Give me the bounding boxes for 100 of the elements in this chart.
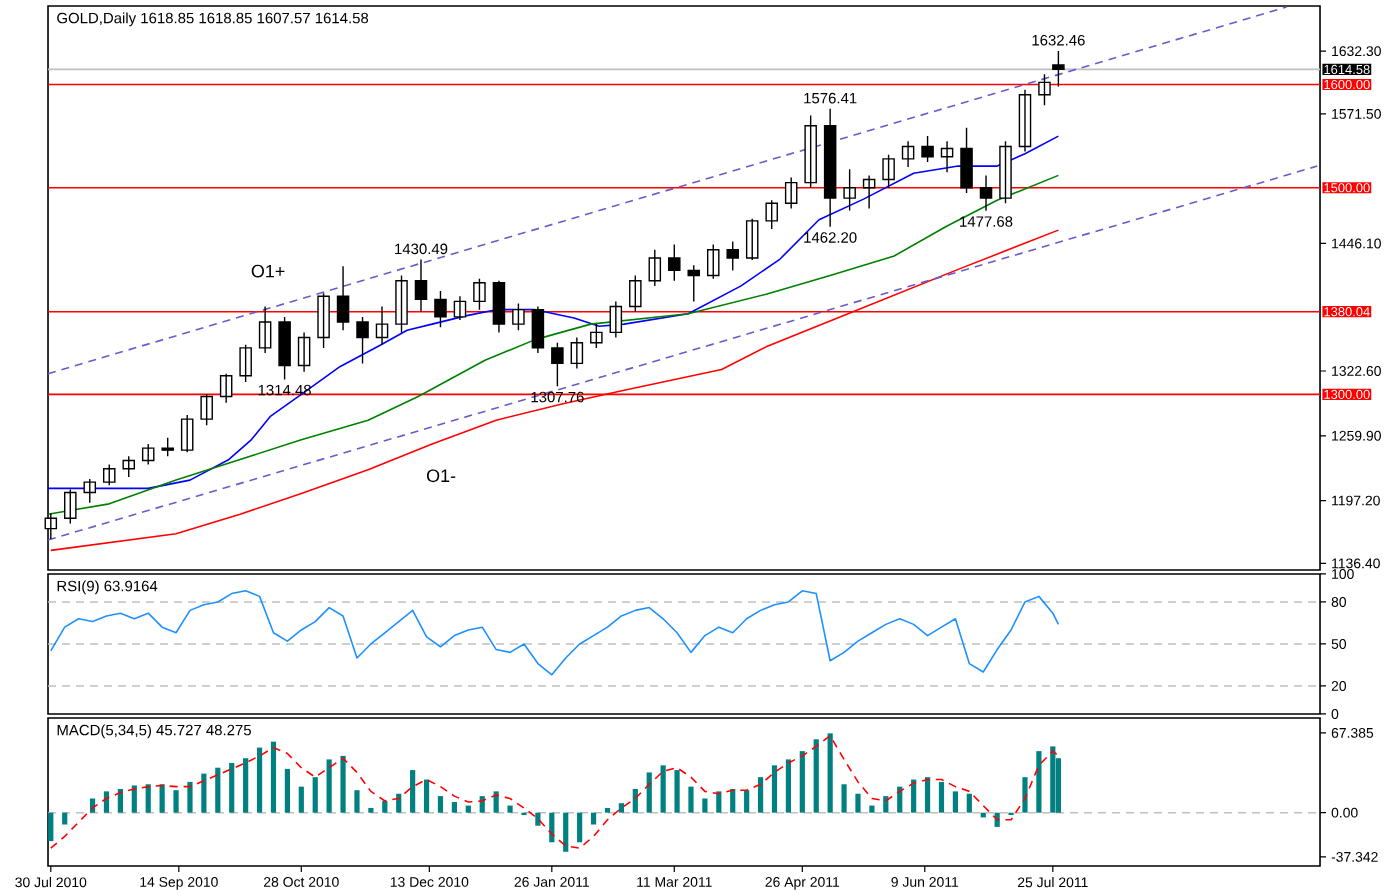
annotation: O1+ [251, 264, 285, 278]
bar [145, 784, 151, 813]
bar [103, 791, 110, 813]
bar [326, 759, 332, 813]
bar [131, 785, 137, 813]
bar [62, 812, 68, 825]
bar [159, 784, 165, 813]
candlestick [356, 316, 369, 365]
bar [312, 777, 318, 813]
candlestick [83, 478, 97, 504]
bar [48, 812, 54, 842]
candlestick [473, 277, 486, 311]
bar [966, 793, 972, 813]
bar [855, 793, 861, 813]
line-series [47, 135, 1060, 490]
bar [284, 768, 290, 813]
candlestick [161, 437, 174, 458]
bar [1022, 777, 1028, 813]
bar [396, 793, 402, 813]
bar [924, 777, 931, 813]
candlestick [979, 174, 993, 212]
bar [229, 762, 235, 813]
bar [604, 807, 611, 813]
bar [744, 790, 750, 813]
annotation: O1- [426, 469, 456, 483]
candlestick [492, 280, 506, 334]
bar [660, 765, 666, 813]
bar [577, 812, 583, 843]
bar [771, 765, 778, 813]
candlestick [317, 292, 330, 349]
candlestick [960, 127, 973, 194]
candlestick [395, 274, 408, 334]
candlestick [102, 463, 116, 486]
candlestick [804, 114, 817, 189]
bar [354, 790, 360, 813]
bar [298, 786, 304, 813]
bar [465, 805, 471, 813]
bar [1036, 751, 1042, 813]
candlestick [843, 168, 856, 212]
bar [563, 812, 569, 852]
bar [493, 791, 499, 813]
bar [632, 789, 638, 813]
line-series [47, 174, 1060, 515]
bar [674, 770, 680, 813]
bar [423, 779, 430, 813]
bar [535, 812, 541, 826]
candlestick [901, 140, 915, 168]
candlestick [336, 265, 350, 332]
candlestick [434, 290, 447, 328]
bar [716, 791, 722, 813]
bar [187, 781, 193, 813]
candlestick [141, 443, 155, 466]
bar [340, 755, 346, 813]
bar [451, 802, 457, 813]
candlestick [940, 140, 954, 173]
bar [883, 796, 889, 813]
candlestick [648, 249, 662, 287]
candlestick [278, 316, 291, 381]
bar [270, 741, 277, 813]
bar [757, 777, 764, 813]
bar [799, 751, 805, 813]
bar [368, 807, 374, 813]
bar [1050, 746, 1056, 813]
candlestick [551, 342, 564, 388]
candlestick [453, 295, 467, 321]
bar [841, 784, 847, 813]
candlestick [726, 240, 739, 272]
bar [952, 791, 958, 813]
candlestick [512, 302, 525, 332]
candlestick [687, 264, 701, 303]
candlestick [609, 300, 623, 339]
bar [382, 800, 388, 813]
candlestick [200, 393, 213, 427]
candlestick [1038, 73, 1051, 106]
candlestick [1018, 88, 1032, 153]
candlestick [784, 176, 798, 210]
candlestick [745, 218, 759, 261]
bar [173, 790, 179, 813]
bar [437, 796, 444, 813]
bar [785, 759, 791, 813]
bar [618, 803, 624, 813]
candlestick [765, 199, 778, 230]
bar [590, 812, 597, 825]
candlestick [862, 174, 876, 210]
bar [215, 767, 221, 813]
candlestick [882, 154, 895, 189]
bar [702, 798, 708, 813]
candlestick [414, 258, 428, 313]
bar [827, 733, 833, 813]
bar [201, 773, 207, 813]
candlestick [531, 305, 545, 354]
bar [938, 781, 945, 813]
candlestick [668, 243, 681, 282]
candlestick [297, 331, 311, 373]
bar [688, 786, 694, 813]
candlestick [239, 344, 252, 383]
bar [911, 779, 917, 813]
candlestick [180, 414, 194, 453]
bar [410, 770, 416, 813]
bar [730, 789, 736, 813]
